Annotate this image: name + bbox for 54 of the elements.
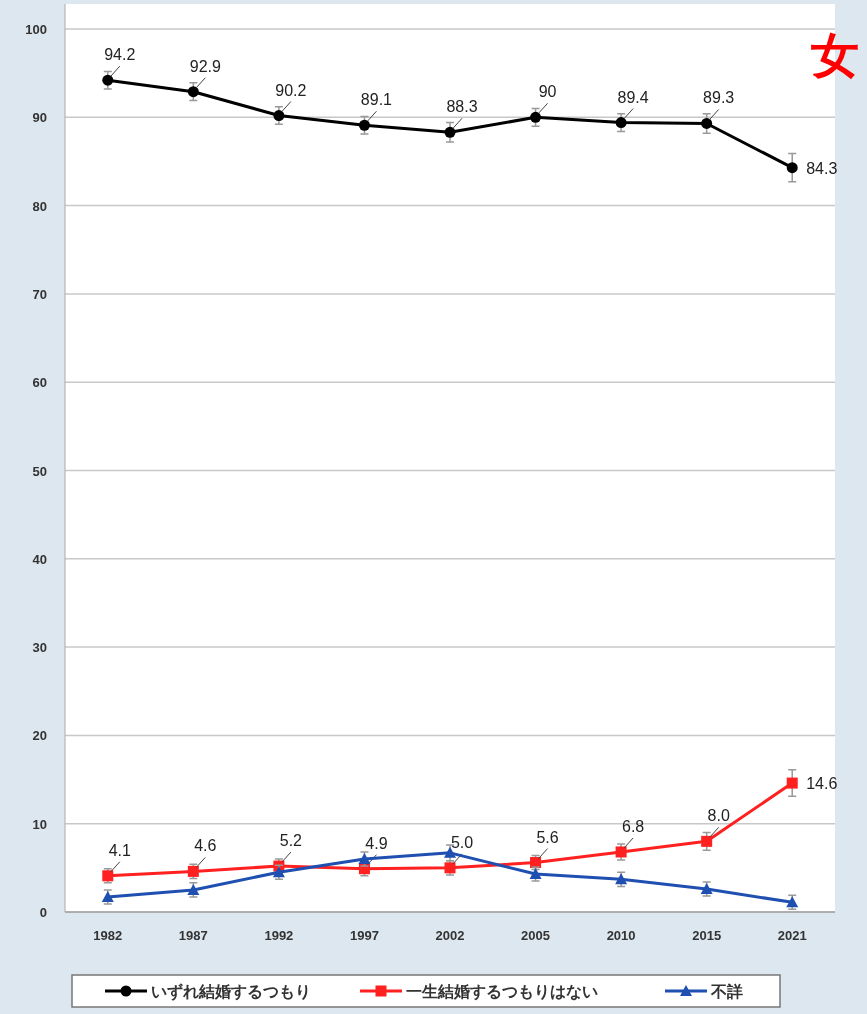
point (187, 86, 199, 98)
y-tick-label: 50 (32, 463, 47, 479)
annotation: 女 (811, 29, 859, 82)
point (786, 777, 798, 789)
y-tick-label: 70 (32, 286, 47, 302)
y-tick-label: 60 (32, 375, 47, 391)
point (701, 117, 713, 129)
data-label: 14.6 (806, 775, 838, 793)
point (701, 835, 713, 847)
data-label: 94.2 (104, 46, 136, 64)
point (786, 162, 798, 174)
y-tick-label: 30 (32, 640, 47, 656)
x-tick-label: 2002 (435, 928, 465, 943)
x-tick-label: 2021 (777, 928, 807, 943)
y-tick-label: 0 (39, 905, 47, 920)
x-tick-label: 2005 (521, 928, 551, 943)
data-label: 88.3 (446, 98, 478, 116)
data-label: 4.6 (194, 837, 217, 855)
data-label: 90 (538, 83, 557, 101)
y-tick-label: 40 (32, 551, 47, 567)
data-label: 84.3 (806, 159, 838, 177)
point (102, 74, 114, 86)
x-tick-label: 2015 (692, 928, 722, 943)
data-label: 89.4 (617, 88, 649, 106)
y-tick-label: 10 (32, 816, 47, 832)
y-tick-label: 100 (25, 22, 47, 37)
x-tick-label: 1987 (178, 928, 208, 943)
data-label: 92.9 (189, 57, 222, 75)
data-label: 8.0 (707, 807, 730, 825)
y-tick-label: 90 (32, 110, 47, 126)
data-label: 90.2 (275, 81, 307, 99)
x-tick-label: 2010 (606, 928, 636, 943)
point (615, 117, 627, 129)
data-label: 5.2 (279, 832, 303, 850)
y-tick-label: 20 (32, 728, 47, 744)
x-tick-label: 1997 (349, 928, 379, 943)
data-label: 4.9 (365, 834, 388, 852)
point (273, 110, 285, 122)
point (444, 846, 456, 858)
x-tick-label: 1992 (264, 928, 294, 943)
legend-label: いずれ結婚するつもり (151, 983, 311, 1001)
legend-label: 一生結婚するつもりはない (406, 983, 598, 1001)
legend-label: 不詳 (710, 983, 743, 1000)
data-label: 6.8 (621, 817, 645, 835)
point (444, 126, 456, 138)
data-label: 89.1 (360, 91, 393, 109)
data-label: 89.3 (703, 89, 735, 107)
data-label: 5.6 (536, 828, 559, 846)
y-tick-label: 80 (32, 198, 47, 214)
data-label: 4.1 (108, 841, 131, 859)
point (530, 111, 542, 123)
x-tick-label: 1982 (93, 928, 123, 943)
data-label: 5.0 (450, 833, 474, 851)
point (358, 119, 370, 131)
